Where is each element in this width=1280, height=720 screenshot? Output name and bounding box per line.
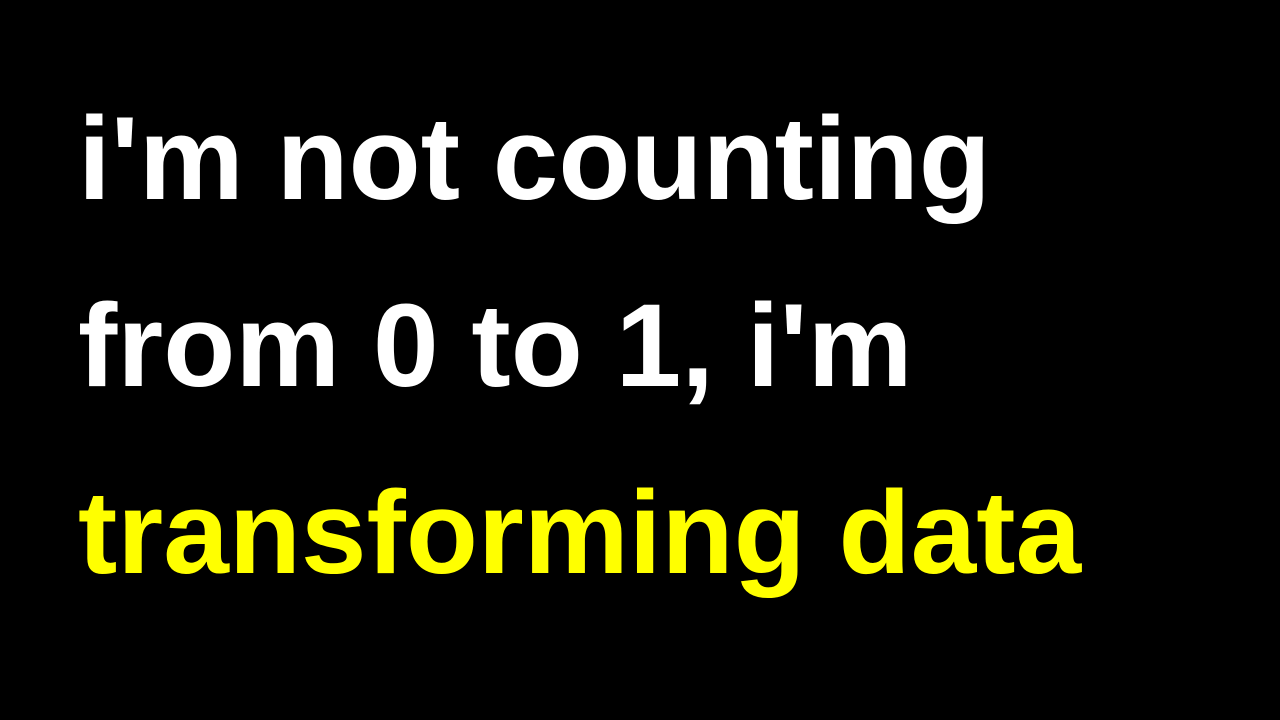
- slide-text-line-3-highlight: transforming data: [78, 467, 1082, 599]
- slide-text-line-1: i'm not counting: [78, 93, 991, 225]
- slide-text-line-2: from 0 to 1, i'm: [78, 280, 913, 412]
